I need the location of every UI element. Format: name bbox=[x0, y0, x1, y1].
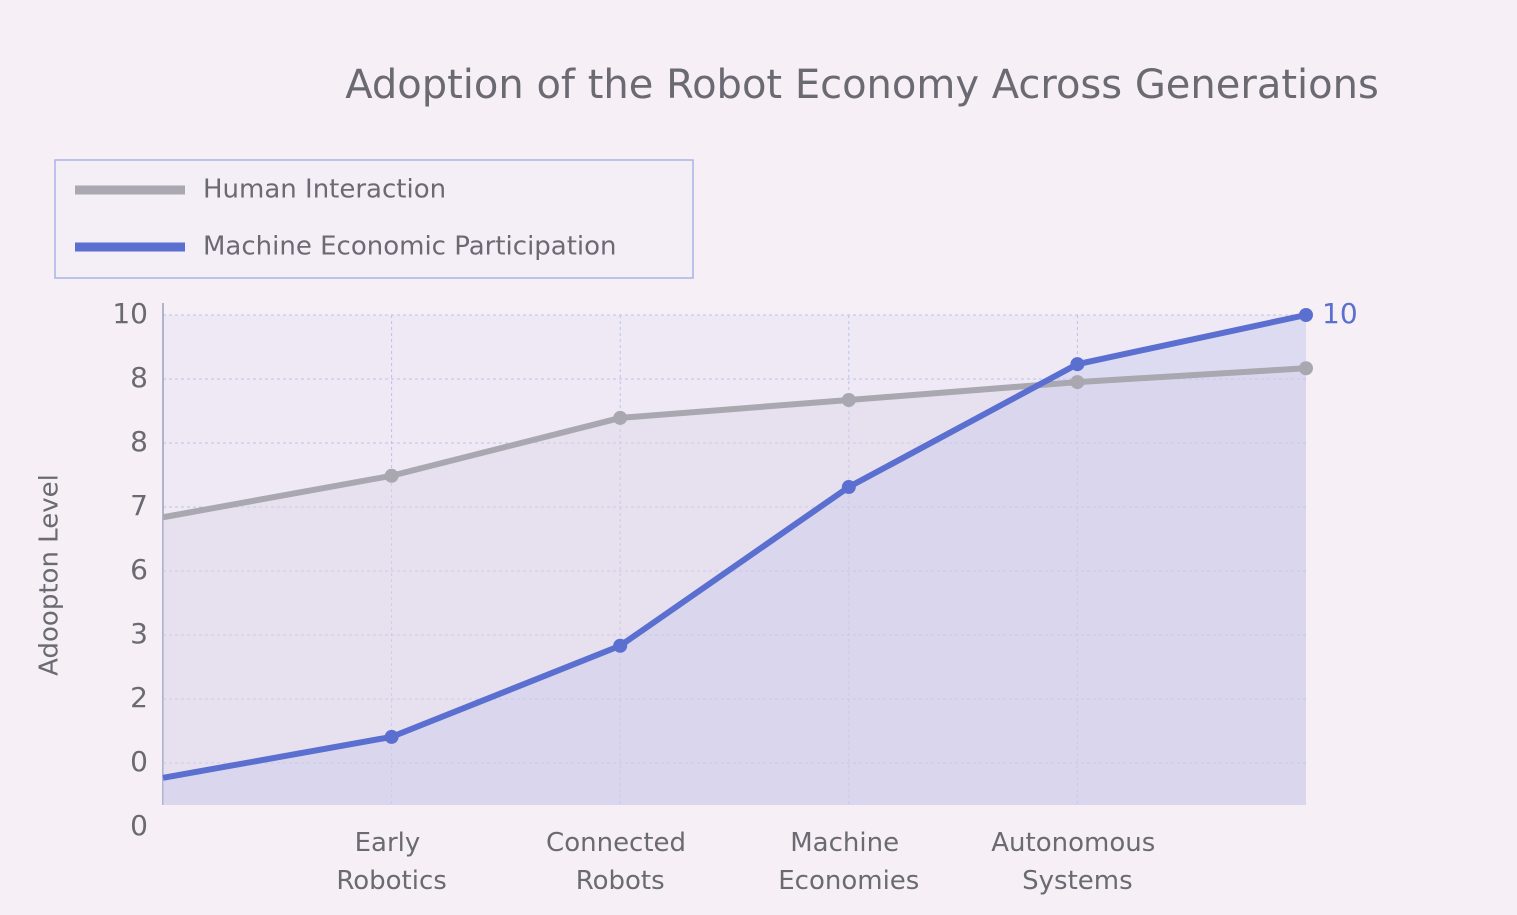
legend-label: Machine Economic Participation bbox=[203, 232, 617, 262]
y-tick-label: 0 bbox=[130, 809, 148, 842]
chart-title: Adoption of the Robot Economy Across Gen… bbox=[345, 62, 1379, 108]
y-tick-label: 2 bbox=[130, 681, 148, 714]
point bbox=[1070, 357, 1085, 372]
x-tick-label: Early Robotics bbox=[336, 828, 446, 896]
x-tick-label: Machine Economies bbox=[778, 828, 919, 896]
y-tick-label: 8 bbox=[130, 361, 148, 394]
point bbox=[841, 392, 856, 407]
point bbox=[384, 468, 399, 483]
plot-area bbox=[163, 315, 1306, 805]
area bbox=[163, 315, 1306, 805]
y-tick-label: 0 bbox=[130, 745, 148, 778]
point bbox=[384, 729, 399, 744]
legend-box bbox=[54, 159, 694, 279]
point bbox=[613, 638, 628, 653]
point bbox=[1299, 361, 1313, 376]
line bbox=[162, 365, 1307, 521]
line bbox=[162, 312, 1307, 781]
legend-label: Human Interaction bbox=[203, 175, 446, 205]
value-label: 10 bbox=[1322, 297, 1358, 330]
point bbox=[841, 480, 856, 495]
y-axis-label: Adoopton Level bbox=[35, 474, 65, 676]
point bbox=[1299, 308, 1313, 322]
y-tick-label: 8 bbox=[130, 425, 148, 458]
y-tick-label: 7 bbox=[130, 489, 148, 522]
area bbox=[163, 368, 1306, 805]
x-tick-label: Connected Robots bbox=[546, 828, 694, 896]
point bbox=[613, 410, 628, 425]
x-tick-label: Autonomous Systems bbox=[991, 828, 1163, 896]
y-tick-label: 3 bbox=[130, 617, 148, 650]
y-tick-label: 6 bbox=[130, 553, 148, 586]
y-tick-label: 10 bbox=[112, 297, 148, 330]
point bbox=[1070, 375, 1085, 390]
